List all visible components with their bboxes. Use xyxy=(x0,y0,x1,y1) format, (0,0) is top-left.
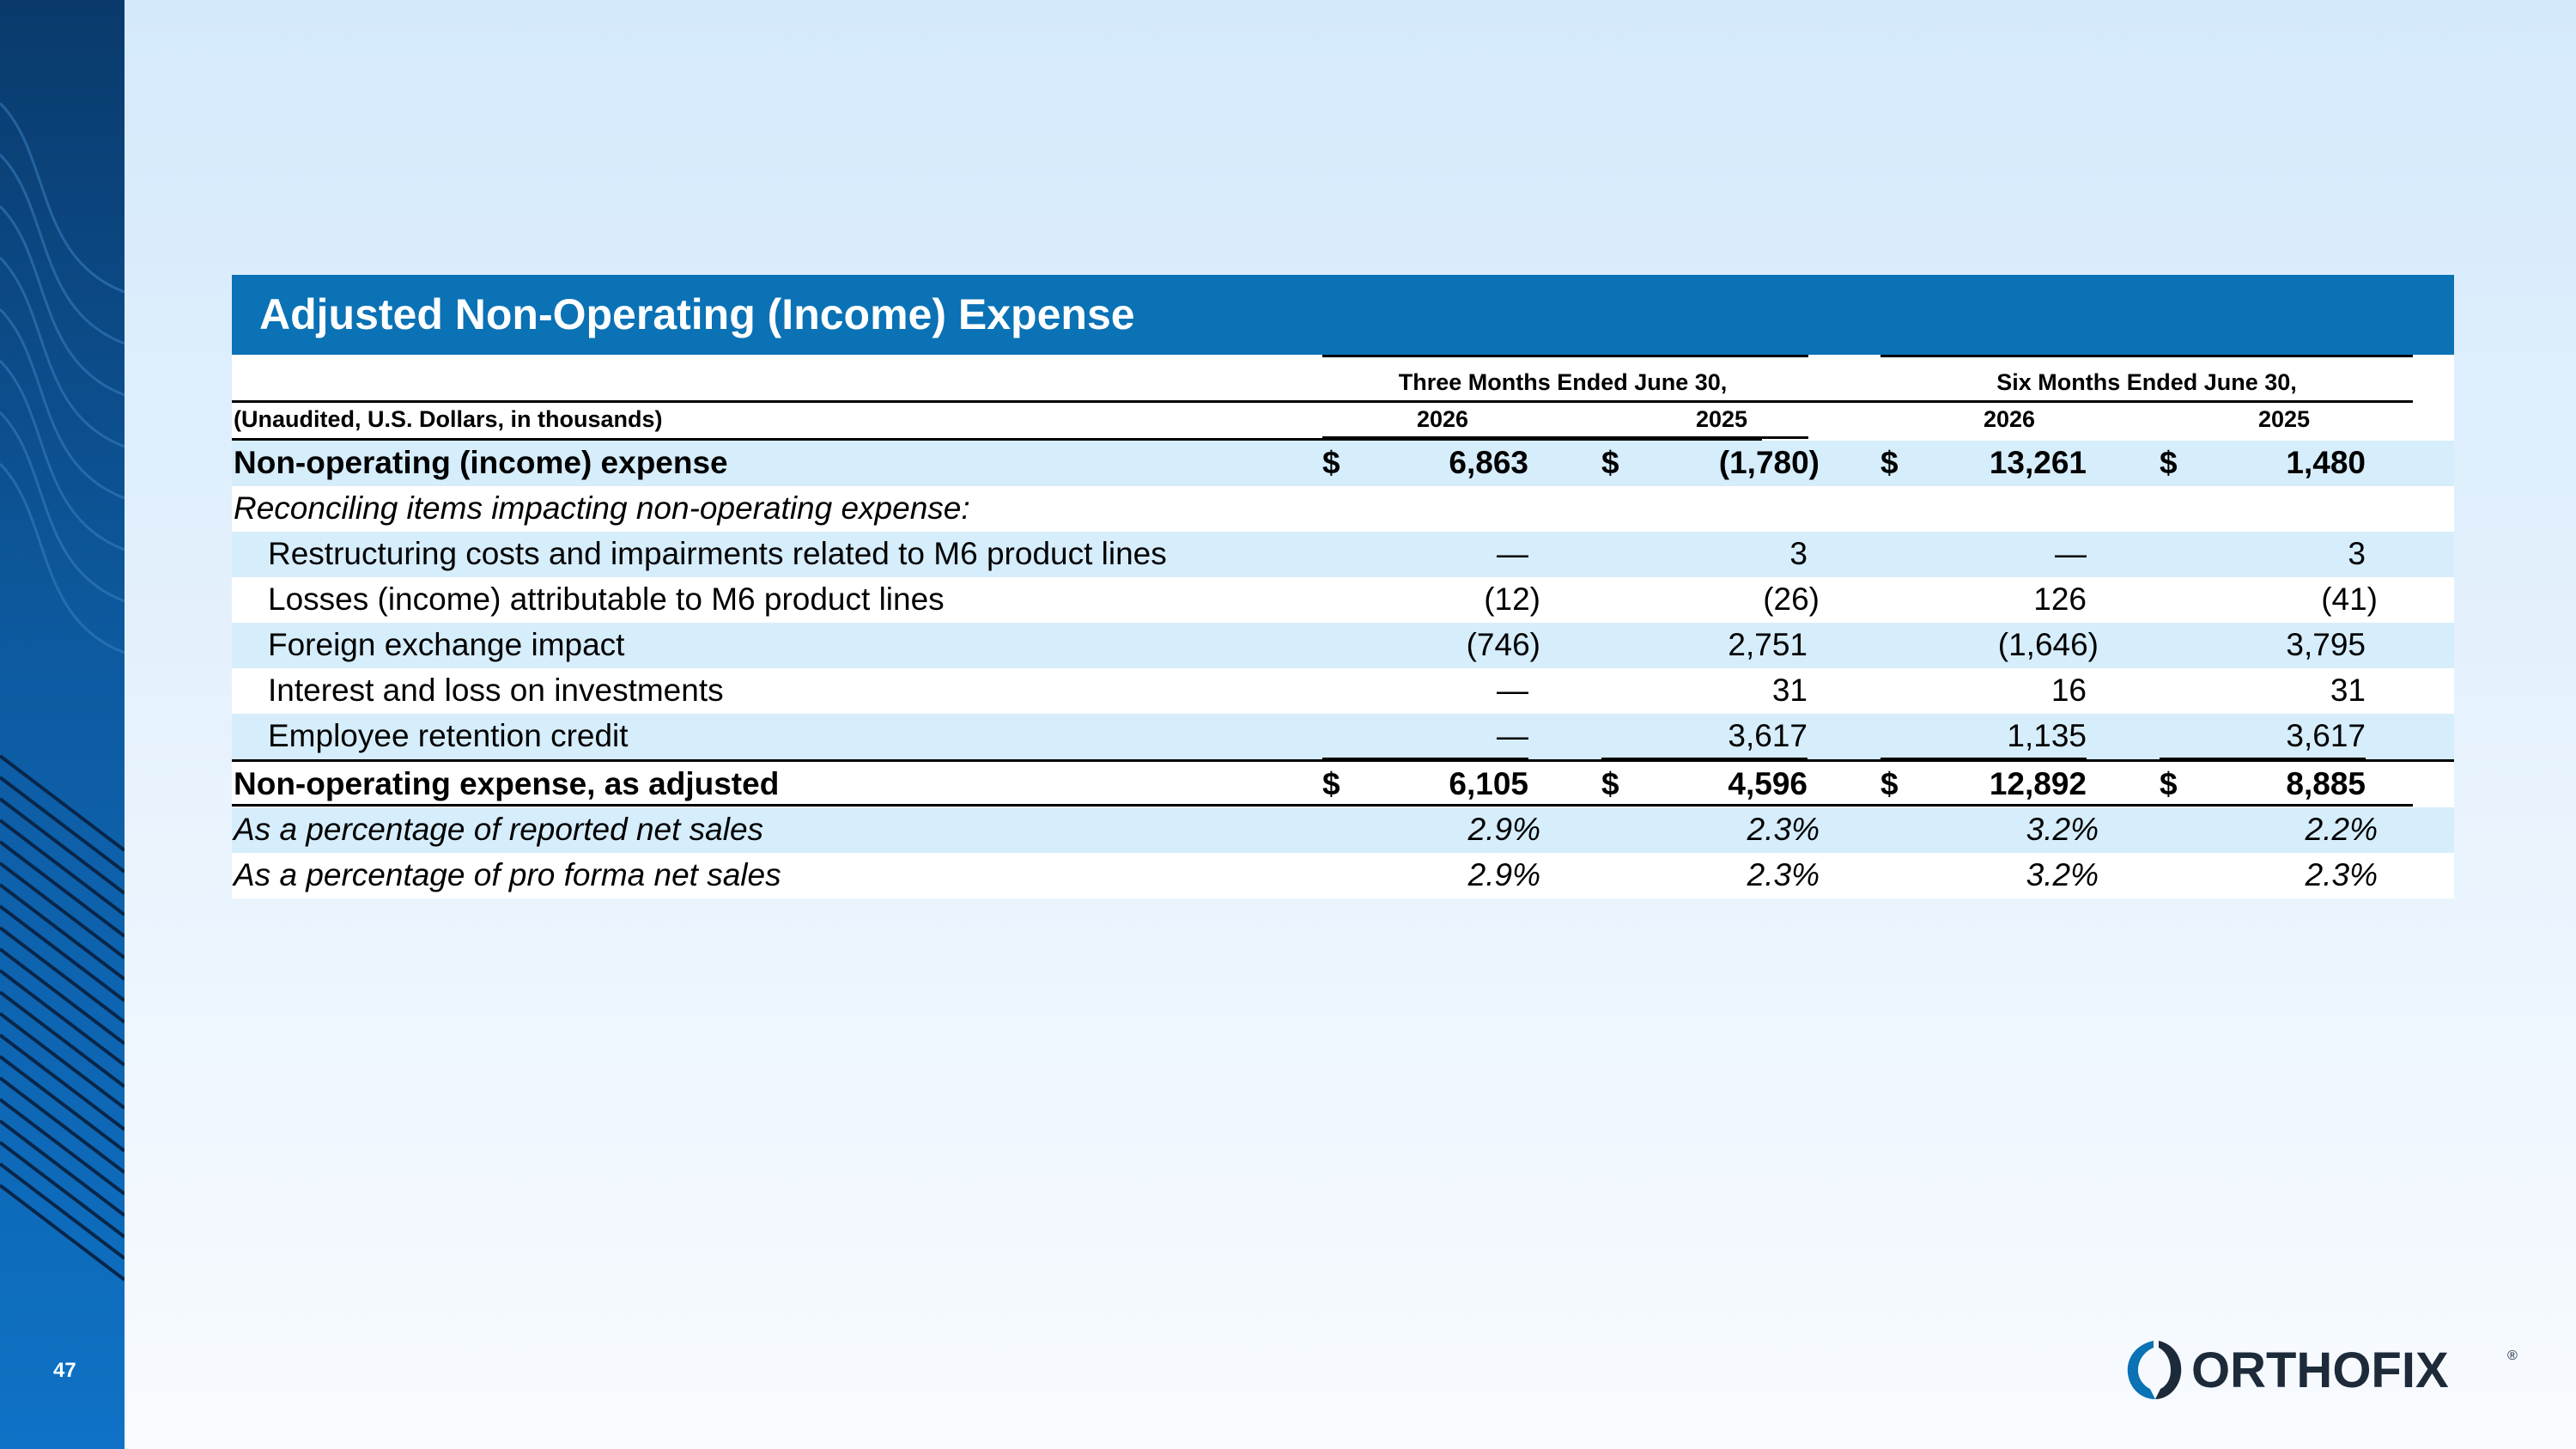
row-label: As a percentage of pro forma net sales xyxy=(234,857,781,892)
cell-value: 12,892 xyxy=(1989,766,2087,801)
dollar-sign: $ xyxy=(2160,766,2178,801)
period-six-header: Six Months Ended June 30, xyxy=(1996,369,2297,395)
subtotal-rule xyxy=(1322,758,1528,760)
orthofix-logo: ORTHOFIX ® xyxy=(2127,1341,2518,1399)
page-number: 47 xyxy=(53,1359,76,1382)
dollar-sign: $ xyxy=(2160,445,2178,480)
year-col-3: 2026 xyxy=(1983,406,2036,432)
cell-value: — xyxy=(1497,536,1528,571)
cell-value: 13,261 xyxy=(1989,445,2087,480)
year-col-2: 2025 xyxy=(1695,406,1748,432)
cell-value: 3.2% xyxy=(2026,857,2099,892)
year-col-1: 2026 xyxy=(1416,406,1469,432)
table-row: As a percentage of reported net sales 2.9… xyxy=(232,807,2454,853)
cell-value: 31 xyxy=(1771,673,1807,708)
table-row: Non-operating expense, as adjusted $6,105… xyxy=(232,759,2454,811)
row-label: Restructuring costs and impairments rela… xyxy=(268,536,1167,571)
cell-value: 3,795 xyxy=(2286,627,2366,662)
table-row: Foreign exchange impact (746) 2,751 (1,646)… xyxy=(232,623,2454,668)
table-panel: Adjusted Non-Operating (Income) Expense … xyxy=(232,275,2454,898)
table-row: Losses (income) attributable to M6 produ… xyxy=(232,577,2454,623)
cell-value: — xyxy=(1497,673,1528,708)
cell-value: 3,617 xyxy=(1728,718,1807,753)
orthofix-mark-icon xyxy=(2127,1341,2182,1399)
cell-value: 16 xyxy=(2050,673,2087,708)
cell-value: (12) xyxy=(1484,581,1540,617)
dollar-sign: $ xyxy=(1322,445,1340,480)
row-label: Reconciling items impacting non-operatin… xyxy=(234,490,970,526)
cell-value: 3 xyxy=(1789,536,1807,571)
cell-value: (746) xyxy=(1466,627,1540,662)
cell-value: 4,596 xyxy=(1728,766,1807,801)
cell-value: 3,617 xyxy=(2286,718,2366,753)
cell-value: 2.2% xyxy=(2305,812,2378,847)
cell-value: 3 xyxy=(2348,536,2366,571)
cell-value: 31 xyxy=(2330,673,2366,708)
row-label: Foreign exchange impact xyxy=(268,627,625,662)
row-label: Employee retention credit xyxy=(268,718,629,753)
subtotal-rule xyxy=(1601,758,1807,760)
cell-value: (41) xyxy=(2321,581,2378,617)
cell-value: 8,885 xyxy=(2286,766,2366,801)
table-title: Adjusted Non-Operating (Income) Expense xyxy=(232,275,2454,355)
cell-value: 2.3% xyxy=(1747,812,1820,847)
dollar-sign: $ xyxy=(1880,766,1899,801)
cell-value: 1,135 xyxy=(2007,718,2087,753)
year-col-4: 2025 xyxy=(2257,406,2311,432)
cell-value: — xyxy=(1497,718,1528,753)
dollar-sign: $ xyxy=(1880,445,1899,480)
cell-value: 2,751 xyxy=(1728,627,1807,662)
table-row: Interest and loss on investments — 31 16 31 xyxy=(232,668,2454,714)
cell-value: 6,105 xyxy=(1449,766,1528,801)
cell-value: — xyxy=(2055,536,2087,571)
subtotal-rule xyxy=(2160,758,2366,760)
cell-value: (26) xyxy=(1763,581,1820,617)
cell-value: (1,646) xyxy=(1997,627,2099,662)
row-label: Losses (income) attributable to M6 produ… xyxy=(268,581,945,617)
cell-value: 2.3% xyxy=(2305,857,2378,892)
cell-value: 2.9% xyxy=(1467,812,1540,847)
table-row: Reconciling items impacting non-operatin… xyxy=(232,486,2454,532)
dollar-sign: $ xyxy=(1601,766,1619,801)
row-label: As a percentage of reported net sales xyxy=(234,812,764,847)
row-label: Non-operating expense, as adjusted xyxy=(234,766,780,801)
cell-value: 3.2% xyxy=(2026,812,2099,847)
sidebar-decoration xyxy=(0,0,125,1449)
dollar-sign: $ xyxy=(1601,445,1619,480)
period-three-header: Three Months Ended June 30, xyxy=(1398,369,1728,395)
logo-registered-mark: ® xyxy=(2507,1349,2518,1363)
logo-wordmark: ORTHOFIX xyxy=(2191,1342,2449,1398)
cell-value: 2.9% xyxy=(1467,857,1540,892)
dollar-sign: $ xyxy=(1322,766,1340,801)
table-row: Restructuring costs and impairments rela… xyxy=(232,532,2454,577)
cell-value: 6,863 xyxy=(1449,445,1528,480)
subtotal-rule xyxy=(1880,758,2087,760)
cell-value: 126 xyxy=(2033,581,2087,617)
row-label: Non-operating (income) expense xyxy=(234,445,728,480)
cell-value: 2.3% xyxy=(1747,857,1820,892)
cell-value: (1,780) xyxy=(1718,445,1820,480)
table-row: As a percentage of pro forma net sales 2.… xyxy=(232,853,2454,898)
table-row: Employee retention credit — 3,617 1,135 3,61… xyxy=(232,714,2454,760)
basis-label: (Unaudited, U.S. Dollars, in thousands) xyxy=(234,406,663,432)
table-body: Non-operating (income) expense $6,863 $ (1,… xyxy=(232,441,2454,898)
table-row: Non-operating (income) expense $6,863 $ (1,… xyxy=(232,441,2454,486)
cell-value: 1,480 xyxy=(2286,445,2366,480)
table-header: Three Months Ended June 30, Six Months E… xyxy=(232,355,2454,441)
row-label: Interest and loss on investments xyxy=(268,673,724,708)
